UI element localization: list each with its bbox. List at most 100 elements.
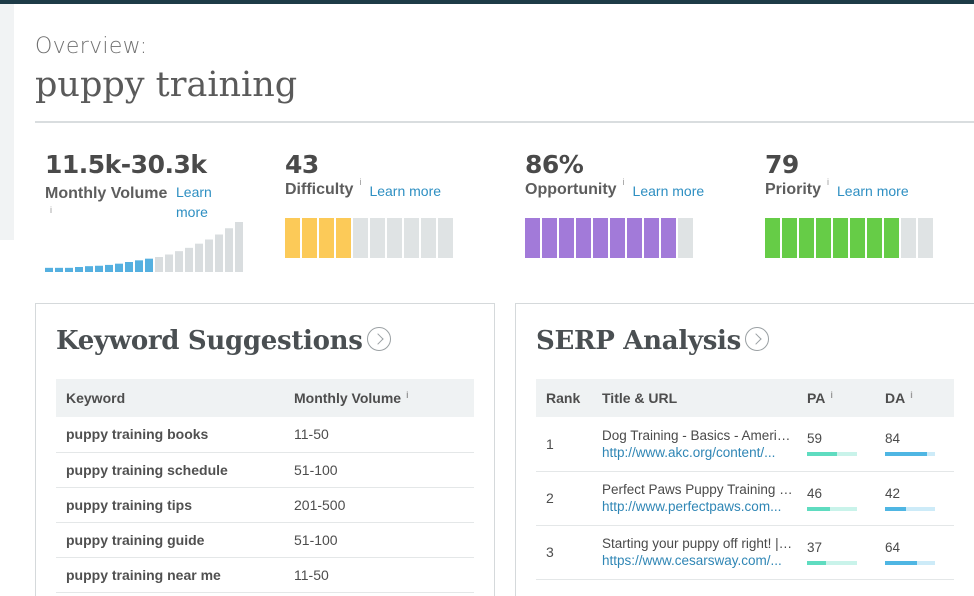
table-row[interactable]: 1 Dog Training - Basics - American Kennel… bbox=[536, 417, 954, 472]
difficulty-segment bbox=[438, 218, 453, 258]
monthly-volume-column-info-icon[interactable]: i bbox=[406, 390, 409, 400]
difficulty-segment bbox=[353, 218, 368, 258]
left-edge-strip bbox=[0, 4, 14, 240]
table-row[interactable]: puppy training schedule 51-100 bbox=[56, 452, 474, 488]
difficulty-segment bbox=[302, 218, 317, 258]
priority-segment bbox=[765, 218, 780, 258]
difficulty-segment bbox=[421, 218, 436, 258]
opportunity-bar bbox=[525, 218, 693, 258]
monthly-volume-learn-more[interactable]: Learn more bbox=[176, 182, 212, 222]
table-row[interactable]: puppy training guide 51-100 bbox=[56, 522, 474, 558]
column-header-title-url[interactable]: Title & URL bbox=[592, 379, 797, 417]
column-header-da[interactable]: DA i bbox=[875, 379, 954, 417]
volume-history-bar bbox=[145, 258, 153, 272]
keyword-cell[interactable]: puppy training near me bbox=[56, 557, 284, 593]
metric-priority: 79 Priority i Learn more bbox=[765, 150, 909, 201]
pa-info-icon[interactable]: i bbox=[830, 390, 833, 400]
rank-cell: 1 bbox=[536, 417, 592, 472]
difficulty-segment bbox=[404, 218, 419, 258]
monthly-volume-cell: 11-50 bbox=[284, 557, 474, 593]
difficulty-info-icon[interactable]: i bbox=[359, 177, 362, 187]
result-url-link[interactable]: https://www.cesarsway.com/... bbox=[602, 553, 782, 568]
priority-label: Priority bbox=[765, 181, 822, 198]
volume-history-bar bbox=[135, 260, 143, 272]
pa-bar bbox=[807, 506, 857, 511]
serp-analysis-panel: SERP Analysis Rank Title & URL PA i DA i 1… bbox=[515, 303, 974, 596]
pa-bar-fill bbox=[807, 506, 830, 511]
table-row[interactable]: puppy training books 11-50 bbox=[56, 417, 474, 453]
da-cell: 64 bbox=[875, 525, 954, 580]
volume-history-bar bbox=[55, 267, 63, 272]
da-value: 64 bbox=[885, 539, 901, 555]
pa-bar bbox=[807, 560, 857, 565]
keyword-cell[interactable]: puppy training schedule bbox=[56, 452, 284, 488]
learn-more-line-1[interactable]: Learn bbox=[176, 184, 212, 200]
opportunity-segment bbox=[610, 218, 625, 258]
keyword-cell[interactable]: puppy training books bbox=[56, 417, 284, 453]
volume-history-bar bbox=[185, 247, 193, 272]
pa-bar-fill bbox=[807, 452, 837, 457]
difficulty-segment bbox=[370, 218, 385, 258]
metric-monthly-volume: 11.5k-30.3k Monthly Volume i Learn more bbox=[45, 150, 212, 222]
column-header-monthly-volume[interactable]: Monthly Volume i bbox=[284, 379, 474, 417]
pa-value: 59 bbox=[807, 431, 823, 447]
volume-history-bar bbox=[195, 243, 203, 272]
serp-analysis-title: SERP Analysis bbox=[536, 326, 741, 356]
metric-opportunity: 86% Opportunity i Learn more bbox=[525, 150, 704, 201]
pa-bar bbox=[807, 452, 857, 457]
priority-segment bbox=[867, 218, 882, 258]
table-row[interactable]: puppy training near me 11-50 bbox=[56, 557, 474, 593]
result-url-link[interactable]: http://www.akc.org/content/... bbox=[602, 444, 776, 460]
rank-cell: 2 bbox=[536, 471, 592, 526]
difficulty-segment bbox=[336, 218, 351, 258]
opportunity-label: Opportunity bbox=[525, 181, 617, 198]
column-header-rank[interactable]: Rank bbox=[536, 379, 592, 417]
monthly-volume-cell: 51-100 bbox=[284, 522, 474, 558]
opportunity-segment bbox=[627, 218, 642, 258]
learn-more-line-2[interactable]: more bbox=[176, 204, 208, 220]
monthly-volume-label: Monthly Volume bbox=[45, 185, 168, 202]
priority-segment bbox=[833, 218, 848, 258]
opportunity-info-icon[interactable]: i bbox=[622, 177, 625, 187]
opportunity-segment bbox=[593, 218, 608, 258]
monthly-volume-info-icon[interactable]: i bbox=[50, 205, 52, 215]
keyword-cell[interactable]: puppy training tips bbox=[56, 487, 284, 523]
volume-history-bar bbox=[175, 251, 183, 272]
arrow-right-circle-icon[interactable] bbox=[366, 327, 391, 351]
volume-history-bar bbox=[235, 222, 243, 272]
table-row[interactable]: 2 Perfect Paws Puppy Training | Dog Train… bbox=[536, 471, 954, 526]
da-cell: 84 bbox=[875, 417, 954, 472]
opportunity-segment bbox=[576, 218, 591, 258]
priority-info-icon[interactable]: i bbox=[827, 177, 830, 187]
table-row[interactable]: puppy training tips 201-500 bbox=[56, 487, 474, 523]
da-info-icon[interactable]: i bbox=[910, 390, 913, 400]
priority-learn-more[interactable]: Learn more bbox=[837, 183, 909, 199]
priority-value: 79 bbox=[765, 150, 799, 179]
difficulty-bar bbox=[285, 218, 453, 258]
result-url-link[interactable]: http://www.perfectpaws.com... bbox=[602, 499, 782, 514]
column-header-pa[interactable]: PA i bbox=[797, 379, 875, 417]
keyword-cell[interactable]: puppy training guide bbox=[56, 522, 284, 558]
column-header-keyword[interactable]: Keyword bbox=[56, 379, 284, 417]
volume-history-bar bbox=[65, 267, 73, 272]
opportunity-learn-more[interactable]: Learn more bbox=[632, 183, 705, 199]
volume-history-bar bbox=[95, 265, 103, 272]
title-url-cell: Dog Training - Basics - American Kennel … bbox=[592, 417, 797, 472]
table-header-row: Keyword Monthly Volume i bbox=[56, 379, 474, 417]
da-cell: 42 bbox=[875, 471, 954, 526]
keyword-suggestions-heading: Keyword Suggestions bbox=[56, 326, 391, 356]
da-bar bbox=[885, 560, 935, 565]
page-title: puppy training bbox=[35, 65, 298, 105]
overview-label: Overview: bbox=[35, 34, 148, 59]
table-row[interactable]: 3 Starting your puppy off right! | Cesar'… bbox=[536, 525, 954, 580]
difficulty-segment bbox=[285, 218, 300, 258]
result-title: Dog Training - Basics - American Kennel … bbox=[602, 427, 794, 443]
column-header-monthly-volume-label: Monthly Volume bbox=[294, 390, 402, 406]
difficulty-learn-more[interactable]: Learn more bbox=[369, 183, 442, 199]
opportunity-segment bbox=[559, 218, 574, 258]
arrow-right-circle-icon[interactable] bbox=[744, 327, 769, 351]
pa-cell: 37 bbox=[797, 525, 875, 580]
volume-history-bar bbox=[155, 257, 163, 272]
volume-history-bar bbox=[85, 266, 93, 272]
da-bar-fill bbox=[885, 560, 917, 565]
